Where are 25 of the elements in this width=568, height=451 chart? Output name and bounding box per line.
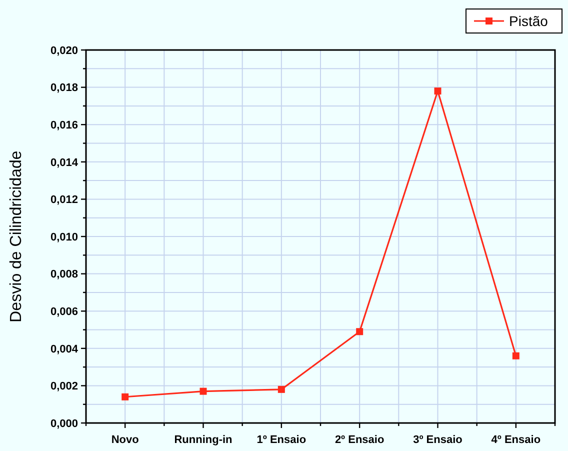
x-tick-label: 3º Ensaio [413, 434, 463, 446]
legend-label: Pistão [509, 12, 548, 29]
x-tick-label: 4º Ensaio [491, 434, 541, 446]
y-tick-label: 0,004 [50, 343, 79, 356]
y-tick-label: 0,008 [50, 268, 78, 281]
point [200, 388, 207, 395]
y-tick-label: 0,012 [50, 194, 78, 206]
y-axis-title: Desvio de Cilindricidade [8, 150, 25, 322]
y-tick-label: 0,020 [50, 44, 78, 57]
y-tick-label: 0,018 [50, 82, 78, 94]
x-tick-label: 1º Ensaio [256, 434, 306, 446]
point [512, 352, 520, 360]
y-tick-label: 0,014 [50, 156, 79, 169]
point [356, 328, 364, 336]
text: 0,000 [50, 418, 78, 430]
y-tick-label: 0,016 [50, 119, 78, 132]
x-tick-label: 2º Ensaio [334, 434, 384, 446]
y-tick-label: 0,002 [50, 380, 78, 393]
point [434, 88, 442, 95]
y-tick-label: 0,010 [50, 231, 78, 244]
point [122, 393, 129, 400]
point [278, 386, 285, 393]
y-tick-label: 0,006 [50, 306, 78, 318]
x-tick-label: Novo [111, 434, 140, 446]
x-tick-label: Running-in [174, 434, 233, 446]
